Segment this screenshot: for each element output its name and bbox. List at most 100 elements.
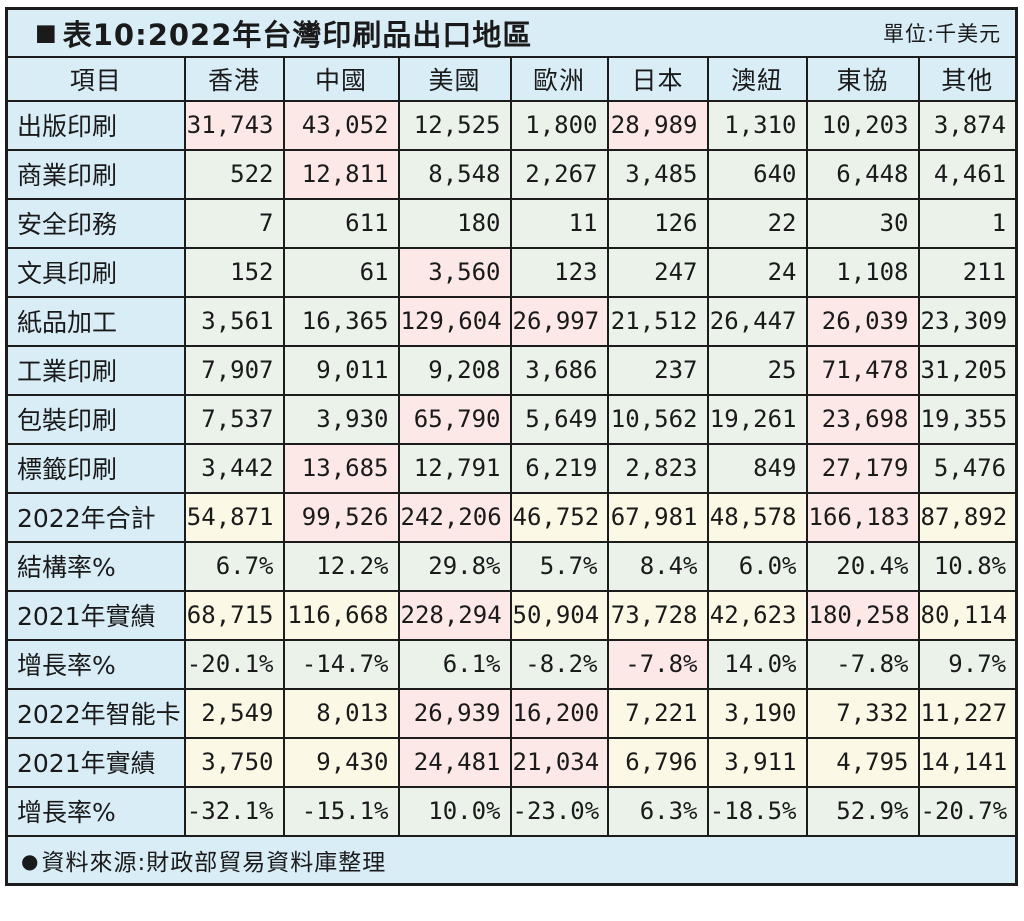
cell: 7,537 [183, 393, 285, 445]
cell: 6.7% [183, 540, 285, 592]
cell: 22 [706, 197, 808, 249]
cell: 11,227 [917, 687, 1018, 739]
cell: 3,750 [183, 736, 285, 788]
cell: 12,525 [397, 99, 512, 151]
cell: 4,795 [805, 736, 920, 788]
cell: 2,267 [509, 148, 609, 200]
col-header-5: 日本 [606, 55, 709, 102]
cell: -32.1% [183, 785, 285, 837]
cell: 27,179 [805, 442, 920, 494]
cell: 247 [606, 246, 709, 298]
cell: 19,355 [917, 393, 1018, 445]
table-row: 增長率% -20.1% -14.7% 6.1% -8.2% -7.8% 14.0% -7.8%… [5, 638, 1018, 690]
cell: 80,114 [917, 589, 1018, 641]
row-label: 結構率% [5, 540, 186, 592]
cell: 116,668 [282, 589, 400, 641]
row-label: 文具印刷 [5, 246, 186, 298]
cell: 16,365 [282, 295, 400, 347]
cell: 849 [706, 442, 808, 494]
cell: -23.0% [509, 785, 609, 837]
source-text: 資料來源:財政部貿易資料庫整理 [41, 849, 387, 876]
row-label: 標籤印刷 [5, 442, 186, 494]
cell: 640 [706, 148, 808, 200]
table-row: 增長率% -32.1% -15.1% 10.0% -23.0% 6.3% -18.5% 52.… [5, 785, 1018, 837]
cell: 3,911 [706, 736, 808, 788]
cell: 5,476 [917, 442, 1018, 494]
table-row: 安全印務 7 611 180 11 126 22 30 1 [5, 197, 1018, 249]
row-label: 2022年合計 [5, 491, 186, 543]
row-label: 安全印務 [5, 197, 186, 249]
row-label: 紙品加工 [5, 295, 186, 347]
cell: 611 [282, 197, 400, 249]
cell: 1 [917, 197, 1018, 249]
cell: 12,791 [397, 442, 512, 494]
col-header-3: 美國 [397, 55, 512, 102]
col-header-2: 中國 [282, 55, 400, 102]
cell: -7.8% [606, 638, 709, 690]
cell: 7,221 [606, 687, 709, 739]
col-header-1: 香港 [183, 55, 285, 102]
cell: 13,685 [282, 442, 400, 494]
table-row: 工業印刷 7,907 9,011 9,208 3,686 237 25 71,478 31,20… [5, 344, 1018, 396]
cell: 8,013 [282, 687, 400, 739]
row-label: 增長率% [5, 785, 186, 837]
cell: 1,800 [509, 99, 609, 151]
cell: 5.7% [509, 540, 609, 592]
cell: 8.4% [606, 540, 709, 592]
cell: 28,989 [606, 99, 709, 151]
cell: 61 [282, 246, 400, 298]
cell: 31,205 [917, 344, 1018, 396]
cell: 211 [917, 246, 1018, 298]
row-label: 2021年實績 [5, 589, 186, 641]
table-row: 2022年智能卡 2,549 8,013 26,939 16,200 7,221 3,190… [5, 687, 1018, 739]
col-header-7: 東協 [805, 55, 920, 102]
cell: 2,549 [183, 687, 285, 739]
row-label: 商業印刷 [5, 148, 186, 200]
cell: 123 [509, 246, 609, 298]
table-title-text: 表10:2022年台灣印刷品出口地區 [62, 17, 533, 52]
page-title: ■ 表10:2022年台灣印刷品出口地區 [35, 12, 532, 54]
cell: 10.8% [917, 540, 1018, 592]
cell: -8.2% [509, 638, 609, 690]
cell: 31,743 [183, 99, 285, 151]
cell: 14,141 [917, 736, 1018, 788]
cell: 6.0% [706, 540, 808, 592]
cell: 126 [606, 197, 709, 249]
cell: 26,939 [397, 687, 512, 739]
cell: 4,461 [917, 148, 1018, 200]
cell: -14.7% [282, 638, 400, 690]
export-table: ■ 表10:2022年台灣印刷品出口地區 單位:千美元 項目 香港 中國 美國 歐洲 日本… [5, 7, 1019, 886]
cell: 19,261 [706, 393, 808, 445]
table-title-row: ■ 表10:2022年台灣印刷品出口地區 單位:千美元 [5, 7, 1018, 58]
col-header-8: 其他 [917, 55, 1018, 102]
cell: -20.1% [183, 638, 285, 690]
cell: 7,907 [183, 344, 285, 396]
cell: 52.9% [805, 785, 920, 837]
cell: 99,526 [282, 491, 400, 543]
cell: 42,623 [706, 589, 808, 641]
cell: 237 [606, 344, 709, 396]
cell: 16,200 [509, 687, 609, 739]
cell: 180 [397, 197, 512, 249]
cell: 9,011 [282, 344, 400, 396]
cell: 1,108 [805, 246, 920, 298]
cell: 166,183 [805, 491, 920, 543]
row-label: 2021年實績 [5, 736, 186, 788]
table-row: 2021年實績 68,715 116,668 228,294 50,904 73,728 4… [5, 589, 1018, 641]
cell: 73,728 [606, 589, 709, 641]
table-row: 結構率% 6.7% 12.2% 29.8% 5.7% 8.4% 6.0% 20.4% 10.8% [5, 540, 1018, 592]
cell: 87,892 [917, 491, 1018, 543]
cell: 23,698 [805, 393, 920, 445]
cell: 7 [183, 197, 285, 249]
cell: 3,485 [606, 148, 709, 200]
table-row: 出版印刷 31,743 43,052 12,525 1,800 28,989 1,310 10… [5, 99, 1018, 151]
cell: 50,904 [509, 589, 609, 641]
table-row: 包裝印刷 7,537 3,930 65,790 5,649 10,562 19,261 23,… [5, 393, 1018, 445]
cell: 14.0% [706, 638, 808, 690]
cell: 11 [509, 197, 609, 249]
cell: 25 [706, 344, 808, 396]
cell: 522 [183, 148, 285, 200]
cell: 3,560 [397, 246, 512, 298]
table-row: 2022年合計 54,871 99,526 242,206 46,752 67,981 48… [5, 491, 1018, 543]
cell: 9,208 [397, 344, 512, 396]
